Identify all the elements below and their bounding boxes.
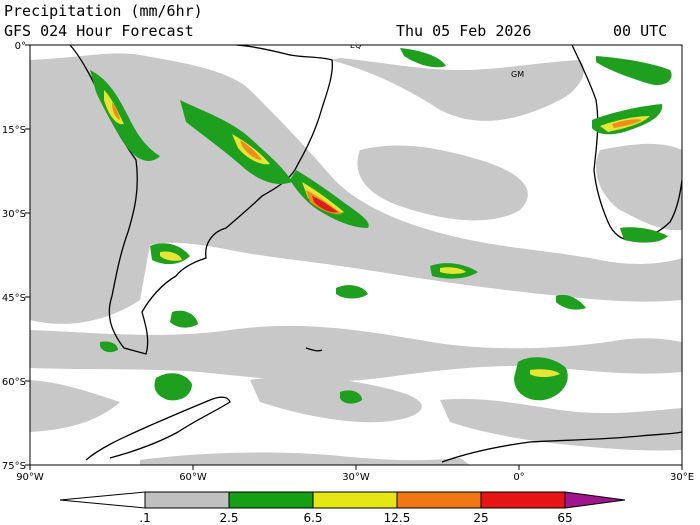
very-heavy-precip-layer [112, 102, 642, 215]
map-title: Precipitation (mm/6hr) [4, 2, 203, 20]
colorbar-segment-4 [396, 491, 482, 509]
forecast-date: Thu 05 Feb 2026 [396, 22, 532, 40]
colorbar-segment-6 [564, 491, 626, 509]
map-area: EQ GM [30, 41, 682, 465]
colorbar-segment-2 [228, 491, 314, 509]
lat-label-45s: 45°S [2, 293, 26, 304]
lon-label-30w: 30°W [342, 472, 370, 483]
forecast-label: GFS 024 Hour Forecast [4, 22, 194, 40]
lon-label-60w: 60°W [179, 472, 207, 483]
colorbar-label-1: 2.5 [219, 511, 238, 525]
forecast-time: 00 UTC [613, 22, 668, 40]
colorbar-label-3: 12.5 [384, 511, 411, 525]
colorbar-segment-0 [59, 491, 146, 509]
greenwich-label: GM [511, 70, 524, 79]
lon-label-90w: 90°W [16, 472, 44, 483]
colorbar-segment-1 [144, 491, 230, 509]
lat-label-30s: 30°S [2, 209, 26, 220]
lat-label-15s: 15°S [2, 125, 26, 136]
lon-label-0: 0° [513, 472, 524, 483]
colorbar-label-4: 25 [473, 511, 488, 525]
equator-label: EQ [350, 41, 361, 50]
colorbar-label-5: 65 [557, 511, 572, 525]
colorbar-segment-5 [480, 491, 566, 509]
longitude-axis [29, 465, 683, 470]
colorbar-label-0: .1 [139, 511, 150, 525]
colorbar-segment-3 [312, 491, 398, 509]
colorbar-label-2: 6.5 [303, 511, 322, 525]
lat-label-60s: 60°S [2, 377, 26, 388]
lat-label-0: 0° [15, 41, 26, 52]
lon-label-30e: 30°E [670, 472, 694, 483]
coastlines [69, 45, 682, 463]
lat-label-75s: 75°S [2, 461, 26, 472]
latitude-axis [25, 44, 30, 466]
extreme-precip-layer [312, 196, 338, 213]
colorbar [59, 491, 626, 509]
